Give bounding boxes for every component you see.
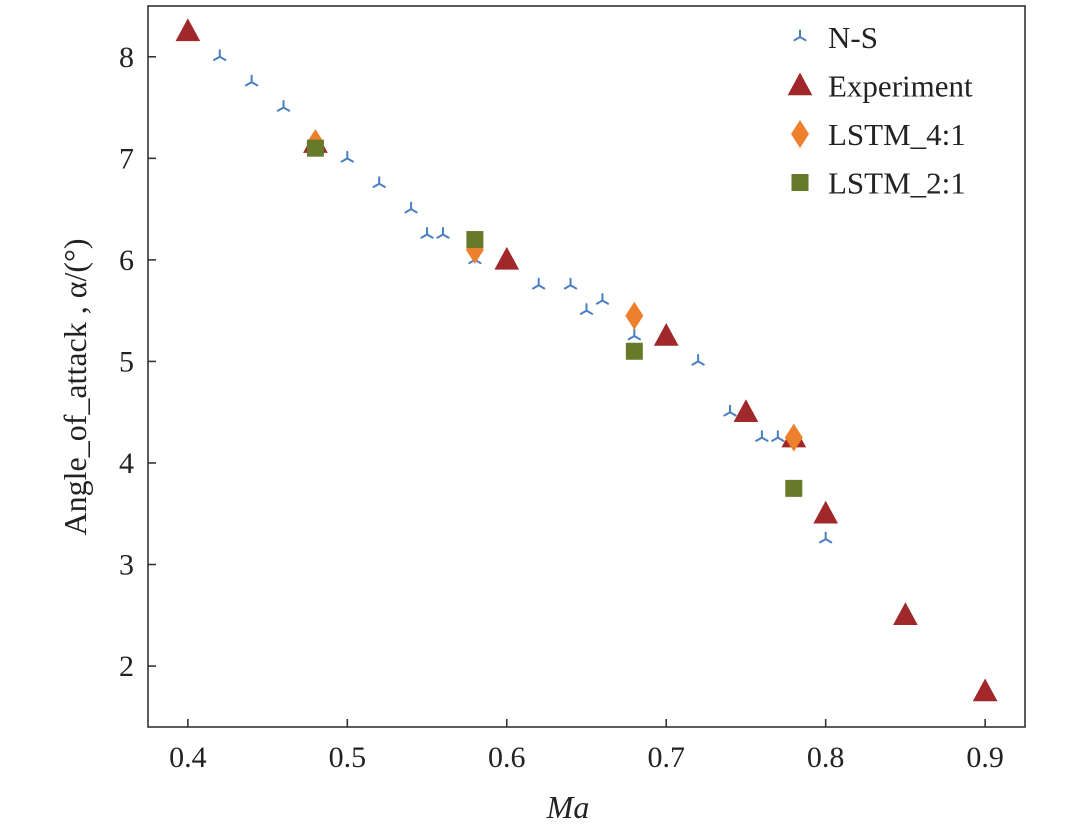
data-point [625, 342, 643, 360]
plot-area [147, 5, 1026, 728]
x-tick-label: 0.8 [807, 741, 845, 774]
data-point [723, 404, 737, 417]
y-tick-label: 7 [119, 142, 134, 175]
series-n-s [213, 49, 833, 544]
data-point [494, 246, 520, 270]
data-point [213, 49, 227, 62]
axis-ticks: 0.4 0.5 0.6 0.7 0.8 0.9 2 3 4 5 6 7 8 [119, 41, 1004, 774]
legend: N-S Experiment LSTM_4:1 LSTM_2:1 [787, 20, 973, 201]
y-tick-label: 5 [119, 345, 134, 378]
data-point [784, 423, 803, 452]
x-tick-label: 0.4 [169, 741, 207, 774]
legend-label: N-S [828, 20, 878, 55]
y-tick-label: 8 [119, 41, 134, 74]
legend-marker [791, 174, 809, 191]
data-point [532, 277, 546, 290]
data-point [420, 226, 434, 239]
data-point [436, 226, 450, 239]
plot-frame [147, 5, 1026, 728]
data-point [404, 201, 418, 214]
data-point [972, 678, 998, 702]
series-lstm-4-1 [306, 129, 803, 452]
legend-marker [791, 120, 809, 148]
data-point [785, 479, 803, 497]
y-tick-label: 6 [119, 244, 134, 277]
x-tick-label: 0.7 [647, 741, 685, 774]
data-point [813, 500, 839, 524]
y-tick-label: 3 [119, 549, 134, 582]
x-tick-label: 0.5 [329, 741, 367, 774]
x-axis-title: Ma [546, 789, 590, 825]
data-point [563, 277, 578, 290]
data-point [306, 139, 324, 157]
x-tick-label: 0.6 [488, 741, 526, 774]
data-point [755, 430, 769, 442]
data-point [771, 430, 785, 442]
data-point [691, 353, 705, 366]
data-point [466, 231, 484, 249]
series-lstm-2-1 [306, 139, 803, 497]
legend-marker [793, 29, 807, 42]
data-point [819, 531, 833, 544]
data-point [579, 303, 594, 315]
legend-label: LSTM_2:1 [828, 166, 966, 201]
legend-label: Experiment [828, 69, 973, 104]
data-point [653, 323, 679, 346]
data-point [276, 100, 291, 112]
data-point [625, 301, 644, 330]
data-point [893, 602, 918, 626]
legend-label: LSTM_4:1 [828, 117, 966, 152]
data-point [372, 176, 386, 188]
y-axis-title: Angle_of_attack , α/(°) [57, 238, 93, 535]
data-point [244, 74, 259, 87]
data-point [595, 292, 610, 305]
data-point [175, 18, 201, 42]
y-tick-label: 2 [119, 650, 134, 683]
legend-marker [787, 72, 813, 96]
data-point [733, 399, 759, 422]
data-point [340, 150, 354, 163]
x-tick-label: 0.9 [966, 741, 1004, 774]
y-tick-label: 4 [119, 447, 134, 480]
data-points [175, 18, 998, 702]
data-point [627, 328, 641, 341]
